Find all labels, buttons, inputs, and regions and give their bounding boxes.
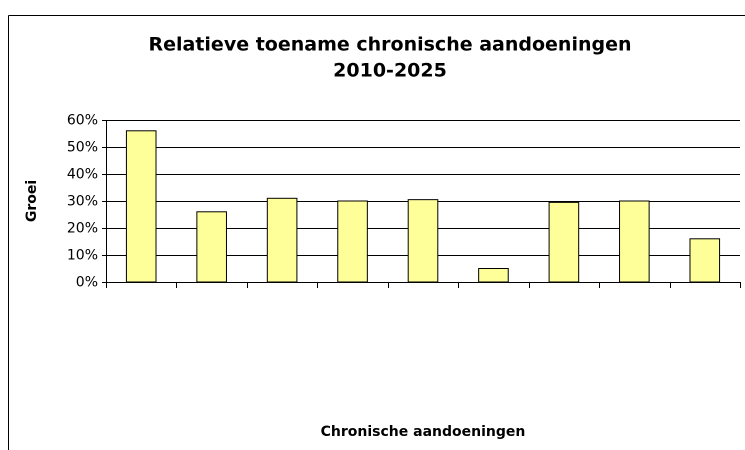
bar xyxy=(266,197,298,283)
y-tick-label: 60% xyxy=(67,113,98,129)
bar xyxy=(619,200,650,283)
y-tick-label: 20% xyxy=(67,221,98,237)
y-axis-title: Groei xyxy=(24,180,40,222)
chart-subtitle: 2010-2025 xyxy=(333,60,447,82)
y-tick-label: 30% xyxy=(67,194,98,210)
bar xyxy=(478,268,509,283)
bar xyxy=(196,211,227,283)
y-tick-label: 0% xyxy=(76,275,98,291)
bar xyxy=(337,200,368,283)
bar xyxy=(125,130,157,283)
chart-title: Relatieve toename chronische aandoeninge… xyxy=(148,34,631,56)
y-tick-label: 40% xyxy=(67,167,98,183)
y-tick-label: 10% xyxy=(67,248,98,264)
bar xyxy=(548,201,580,283)
bar xyxy=(689,238,721,283)
x-axis-title: Chronische aandoeningen xyxy=(321,424,526,440)
y-tick-label: 50% xyxy=(67,140,98,156)
bar xyxy=(407,199,439,283)
